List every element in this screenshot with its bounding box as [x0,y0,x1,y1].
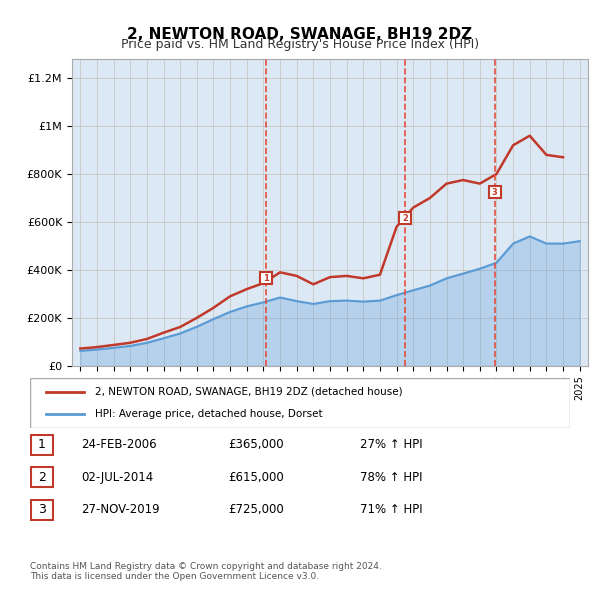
Text: Contains HM Land Registry data © Crown copyright and database right 2024.
This d: Contains HM Land Registry data © Crown c… [30,562,382,581]
Text: £615,000: £615,000 [228,471,284,484]
Text: 27-NOV-2019: 27-NOV-2019 [81,503,160,516]
FancyBboxPatch shape [31,500,53,520]
Text: 3: 3 [38,503,46,516]
Text: HPI: Average price, detached house, Dorset: HPI: Average price, detached house, Dors… [95,409,322,419]
Text: 78% ↑ HPI: 78% ↑ HPI [360,471,422,484]
Text: 1: 1 [38,438,46,451]
Text: 24-FEB-2006: 24-FEB-2006 [81,438,157,451]
FancyBboxPatch shape [31,435,53,455]
Text: 2: 2 [38,471,46,484]
Text: 71% ↑ HPI: 71% ↑ HPI [360,503,422,516]
Text: 2, NEWTON ROAD, SWANAGE, BH19 2DZ: 2, NEWTON ROAD, SWANAGE, BH19 2DZ [127,27,473,41]
Text: Price paid vs. HM Land Registry's House Price Index (HPI): Price paid vs. HM Land Registry's House … [121,38,479,51]
Text: 3: 3 [492,188,497,196]
Text: £725,000: £725,000 [228,503,284,516]
Text: 27% ↑ HPI: 27% ↑ HPI [360,438,422,451]
FancyBboxPatch shape [31,467,53,487]
FancyBboxPatch shape [30,378,570,428]
Text: 2, NEWTON ROAD, SWANAGE, BH19 2DZ (detached house): 2, NEWTON ROAD, SWANAGE, BH19 2DZ (detac… [95,386,403,396]
Text: 02-JUL-2014: 02-JUL-2014 [81,471,153,484]
Text: 1: 1 [263,274,269,283]
Text: 2: 2 [402,214,408,223]
Text: £365,000: £365,000 [228,438,284,451]
